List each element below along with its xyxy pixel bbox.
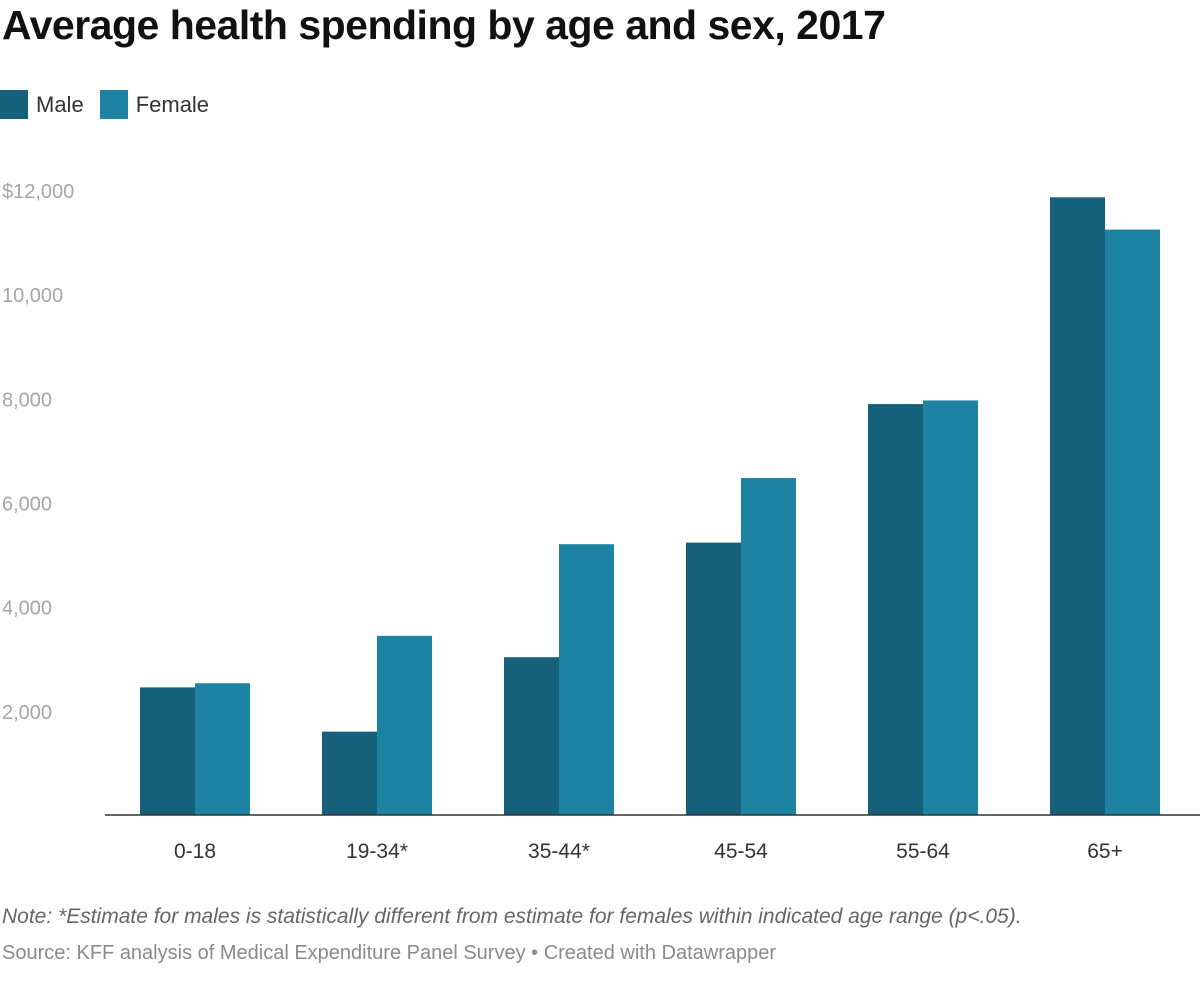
bar-female [195, 683, 250, 815]
y-tick-label: 8,000 [2, 389, 52, 411]
y-tick-label: $12,000 [2, 181, 74, 203]
chart-source: Source: KFF analysis of Medical Expendit… [2, 942, 777, 964]
bar-female [923, 400, 978, 815]
bar-male [868, 404, 923, 815]
x-tick-label: 55-64 [896, 840, 950, 863]
chart-note: Note: *Estimate for males is statistical… [2, 905, 1022, 928]
bar-male [140, 687, 195, 815]
bar-male [322, 731, 377, 815]
x-tick-label: 45-54 [714, 840, 768, 863]
y-tick-label: 6,000 [2, 494, 52, 516]
bar-female [559, 544, 614, 815]
x-tick-label: 0-18 [174, 840, 216, 863]
bar-male [686, 542, 741, 815]
bar-female [741, 478, 796, 815]
legend-swatch-female [99, 90, 128, 119]
bar-male [504, 657, 559, 815]
x-tick-label: 19-34* [346, 840, 408, 863]
legend-item-male: Male [0, 90, 84, 119]
y-tick-label: 2,000 [2, 702, 52, 724]
bar-female [1105, 229, 1160, 815]
legend-swatch-male [0, 90, 28, 119]
legend: Male Female [0, 90, 225, 119]
y-tick-label: 4,000 [2, 598, 52, 620]
y-tick-label: 10,000 [2, 285, 63, 307]
x-tick-label: 35-44* [528, 840, 590, 863]
legend-item-female: Female [99, 90, 210, 119]
legend-label-male: Male [36, 91, 84, 117]
x-tick-label: 65+ [1087, 840, 1123, 863]
bar-chart: 2,000 4,000 6,000 8,000 10,000 $12,000 0-18 19-… [2, 181, 1200, 863]
bar-male [1050, 197, 1105, 815]
legend-label-female: Female [135, 91, 210, 117]
chart-title: Average health spending by age and sex, … [2, 2, 886, 48]
bar-female [377, 635, 432, 815]
